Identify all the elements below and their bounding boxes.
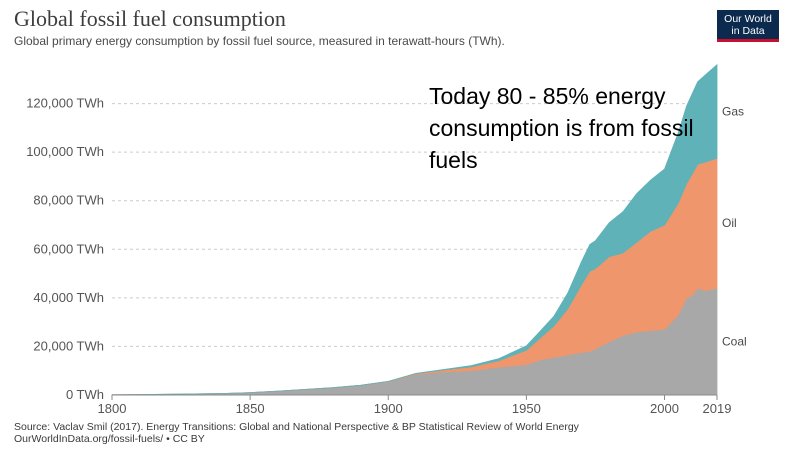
y-tick-label: 120,000 TWh	[26, 96, 104, 111]
y-tick-label: 40,000 TWh	[33, 290, 104, 305]
chart-title: Global fossil fuel consumption	[14, 6, 286, 31]
source-line-2[interactable]: OurWorldInData.org/fossil-fuels/ • CC BY	[14, 433, 205, 445]
logo-line-2: in Data	[731, 25, 765, 37]
chart-subtitle: Global primary energy consumption by fos…	[14, 34, 505, 48]
annotation-text: Today 80 - 85% energy consumption is fro…	[429, 83, 694, 173]
axes: 0 TWh 20,000 TWh 40,000 TWh 60,000 TWh 80,00…	[26, 96, 731, 416]
x-tick-label: 2000	[650, 401, 679, 416]
y-tick-label: 100,000 TWh	[26, 144, 104, 159]
series-label-coal: Coal	[722, 335, 747, 349]
series-label-gas: Gas	[722, 104, 744, 118]
source-line-1: Source: Vaclav Smil (2017). Energy Trans…	[14, 421, 579, 433]
x-tick-label: 1900	[374, 401, 403, 416]
x-tick-label: 2019	[703, 401, 732, 416]
y-tick-label: 60,000 TWh	[33, 241, 104, 256]
area-gas[interactable]	[111, 63, 718, 396]
x-tick-label: 1800	[98, 401, 127, 416]
logo-line-1: Our World	[724, 13, 772, 25]
owid-logo[interactable]: Our World in Data	[717, 10, 779, 42]
y-tick-label: 80,000 TWh	[33, 193, 104, 208]
series-label-oil: Oil	[722, 216, 737, 230]
y-tick-label: 20,000 TWh	[33, 338, 104, 353]
y-tick-label: 0 TWh	[66, 387, 104, 402]
x-tick-label: 1950	[512, 401, 541, 416]
series-labels: Coal Oil Gas	[722, 104, 747, 348]
x-tick-label: 1850	[236, 401, 265, 416]
source-note: Source: Vaclav Smil (2017). Energy Trans…	[14, 421, 579, 445]
